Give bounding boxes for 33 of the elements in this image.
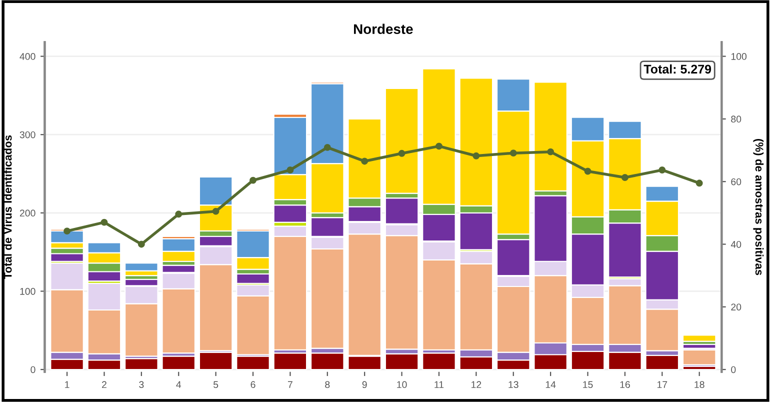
y2-axis-title: (%) de amostras positivas: [753, 139, 764, 276]
x-tick-label: 9: [362, 381, 367, 388]
y2-tick-label: 40: [730, 240, 742, 248]
y2-tick-label: 100: [731, 53, 747, 60]
x-tick-label: 14: [546, 381, 556, 388]
chart-title: Nordeste: [354, 24, 413, 34]
y2-tick-label: 20: [731, 304, 742, 310]
y-axis-title: Total de Vírus Identificados: [3, 135, 12, 280]
x-tick-label: 1: [65, 381, 70, 388]
x-tick-label: 15: [583, 381, 593, 388]
x-tick-label: 2: [102, 381, 106, 388]
y-tick-label: 200: [20, 210, 36, 217]
y-tick-label: 400: [20, 53, 36, 60]
x-tick-label: 17: [657, 381, 668, 388]
x-tick-label: 3: [139, 381, 144, 388]
x-tick-label: 12: [472, 381, 482, 388]
y2-tick-label: 80: [731, 116, 742, 123]
y-tick-label: 0: [30, 366, 36, 374]
x-tick-label: 6: [250, 381, 256, 388]
x-tick-label: 8: [325, 381, 330, 388]
x-tick-label: 10: [397, 381, 407, 388]
y2-tick-label: 0: [731, 366, 736, 374]
y-tick-label: 300: [20, 131, 36, 138]
x-tick-label: 4: [176, 381, 182, 388]
x-tick-label: 18: [694, 381, 704, 388]
annotation: Total: 5.279: [644, 64, 712, 74]
x-tick-label: 7: [288, 381, 292, 388]
x-tick-label: 13: [508, 381, 518, 388]
x-tick-label: 11: [434, 381, 444, 388]
x-tick-label: 5: [214, 381, 218, 388]
y2-tick-label: 60: [731, 178, 742, 186]
x-tick-label: 16: [620, 381, 630, 388]
y-tick-label: 100: [20, 288, 36, 295]
